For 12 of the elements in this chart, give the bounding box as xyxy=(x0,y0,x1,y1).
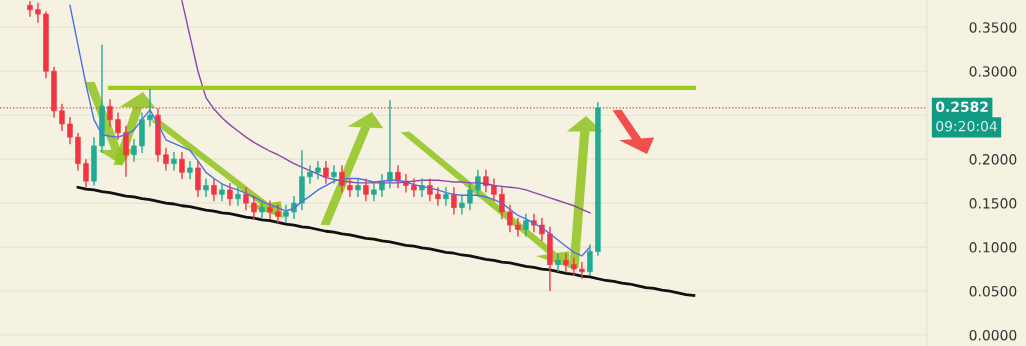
y-tick-label: 0.0000 xyxy=(969,329,1017,341)
y-tick-label: 0.3500 xyxy=(969,22,1017,33)
y-tick-label: 0.2000 xyxy=(969,154,1017,165)
y-tick-label: 0.1000 xyxy=(969,242,1017,253)
y-tick-label: 0.3000 xyxy=(969,66,1017,77)
line-series xyxy=(181,0,591,214)
text: 09:20:04 xyxy=(936,120,997,132)
line-series xyxy=(69,4,591,257)
y-tick-label: 0.0500 xyxy=(969,286,1017,297)
line-series xyxy=(76,185,696,297)
y-tick-label: 0.1500 xyxy=(969,198,1017,209)
ref-line-label: 0.2582 xyxy=(936,101,988,113)
